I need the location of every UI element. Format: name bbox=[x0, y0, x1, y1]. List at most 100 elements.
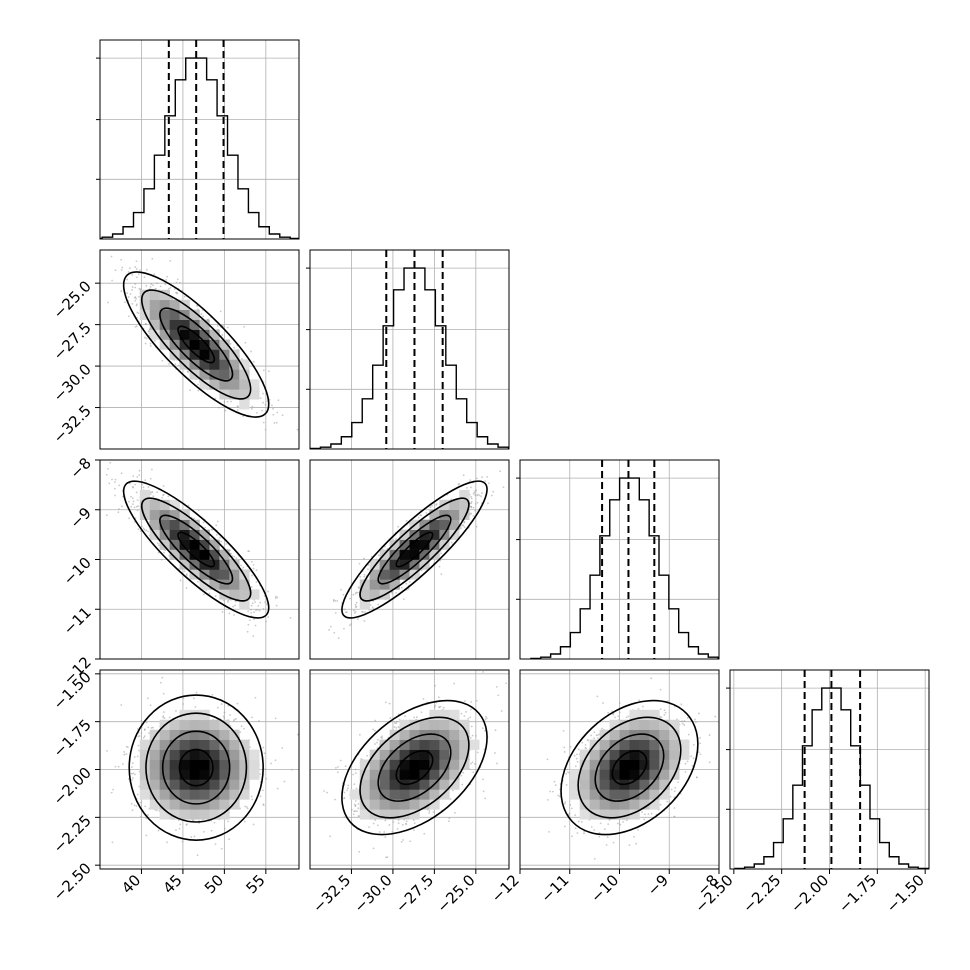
scatter-point bbox=[664, 711, 667, 714]
scatter-point bbox=[111, 841, 114, 844]
density-cell bbox=[589, 789, 600, 800]
density-cell bbox=[659, 789, 670, 800]
scatter-point bbox=[117, 765, 120, 768]
scatter-point bbox=[140, 732, 143, 734]
scatter-point bbox=[400, 586, 403, 589]
scatter-point bbox=[219, 310, 222, 313]
scatter-point bbox=[492, 490, 495, 493]
scatter-point bbox=[357, 815, 360, 817]
contour-line bbox=[177, 531, 216, 568]
scatter-point bbox=[131, 497, 134, 500]
scatter-point bbox=[222, 715, 225, 718]
scatter-point bbox=[470, 497, 473, 500]
scatter-point bbox=[680, 703, 683, 706]
scatter-point bbox=[354, 810, 357, 812]
scatter-point bbox=[618, 702, 621, 704]
density-cell bbox=[159, 739, 170, 750]
density-cell bbox=[189, 719, 200, 730]
density-cell bbox=[639, 789, 650, 800]
density-cell bbox=[359, 789, 370, 800]
density-cell bbox=[199, 779, 210, 790]
density-cell bbox=[579, 749, 590, 760]
density-cell bbox=[199, 349, 210, 360]
density-cell bbox=[199, 769, 210, 780]
scatter-point bbox=[407, 588, 410, 590]
x-tick-label: 45 bbox=[160, 871, 186, 897]
density-cell bbox=[169, 299, 180, 310]
density-cell bbox=[159, 289, 170, 301]
scatter-point bbox=[150, 727, 153, 729]
scatter-point bbox=[673, 815, 676, 818]
scatter-point bbox=[548, 830, 550, 833]
scatter-point bbox=[374, 729, 376, 732]
scatter-point bbox=[176, 291, 178, 294]
density-cell bbox=[139, 299, 151, 310]
density-cell bbox=[219, 579, 230, 590]
scatter-point bbox=[627, 715, 630, 718]
scatter-point bbox=[157, 551, 160, 554]
scatter-point bbox=[384, 701, 387, 704]
scatter-point bbox=[134, 283, 137, 286]
density-cell bbox=[219, 789, 230, 800]
density-cell bbox=[429, 709, 440, 721]
density-cell bbox=[189, 709, 200, 721]
scatter-point bbox=[114, 494, 116, 497]
scatter-point bbox=[336, 771, 339, 774]
scatter-point bbox=[683, 724, 686, 726]
density-cell bbox=[409, 549, 420, 560]
density-cell bbox=[219, 559, 230, 570]
density-cell bbox=[239, 589, 250, 600]
density-cell bbox=[399, 809, 410, 820]
scatter-point bbox=[161, 676, 164, 679]
density-cell bbox=[409, 799, 420, 810]
density-cell bbox=[449, 509, 460, 520]
scatter-point bbox=[251, 716, 253, 719]
scatter-point bbox=[227, 599, 229, 602]
scatter-point bbox=[371, 606, 374, 609]
scatter-point bbox=[214, 397, 217, 400]
scatter-point bbox=[219, 536, 221, 539]
density-cell bbox=[619, 789, 630, 800]
scatter-point bbox=[227, 704, 230, 707]
scatter-point bbox=[576, 832, 579, 834]
density-cell bbox=[609, 729, 620, 740]
scatter-point bbox=[598, 835, 601, 838]
scatter-point bbox=[475, 525, 478, 528]
scatter-point bbox=[385, 856, 387, 859]
scatter-point bbox=[466, 486, 468, 489]
panel-content bbox=[107, 255, 299, 431]
scatter-point bbox=[259, 773, 262, 776]
density-cell bbox=[189, 319, 200, 330]
density-cell bbox=[399, 569, 410, 580]
scatter-point bbox=[96, 476, 98, 478]
scatter-point bbox=[474, 494, 477, 497]
scatter-point bbox=[694, 718, 696, 721]
x-tick-label: −12 bbox=[488, 871, 523, 906]
scatter-point bbox=[290, 768, 293, 771]
scatter-point bbox=[262, 421, 265, 424]
density-cell bbox=[349, 789, 361, 800]
scatter-point bbox=[549, 790, 551, 793]
density-cell bbox=[459, 749, 470, 760]
x-tick-label: −27.5 bbox=[392, 871, 437, 916]
scatter-point bbox=[162, 493, 165, 496]
scatter-point bbox=[461, 783, 464, 786]
density-cell bbox=[219, 569, 230, 580]
density-cell bbox=[249, 589, 260, 600]
scatter-point bbox=[358, 587, 360, 589]
scatter-point bbox=[259, 795, 262, 798]
scatter-point bbox=[423, 832, 426, 835]
density-cell bbox=[669, 739, 680, 750]
scatter-point bbox=[252, 618, 255, 621]
scatter-point bbox=[143, 735, 146, 738]
scatter-point bbox=[270, 762, 272, 765]
scatter-point bbox=[352, 813, 355, 816]
density-cell bbox=[149, 799, 160, 810]
density-cell bbox=[459, 499, 470, 511]
scatter-point bbox=[363, 575, 366, 578]
scatter-point bbox=[145, 337, 148, 340]
scatter-point bbox=[422, 698, 425, 700]
density-cell bbox=[449, 499, 460, 511]
density-cell bbox=[209, 349, 220, 360]
density-cell bbox=[149, 789, 160, 800]
